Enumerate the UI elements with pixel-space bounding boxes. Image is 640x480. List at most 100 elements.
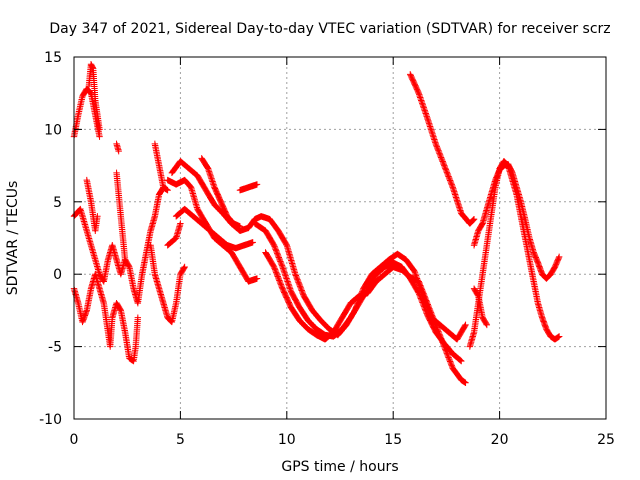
data-point [283,276,291,284]
data-point [440,340,447,348]
data-point [271,265,278,272]
data-point [436,331,443,338]
data-point [445,355,453,363]
data-point [417,94,424,101]
data-point [428,312,436,319]
data-point [181,263,188,271]
data-point [435,328,442,335]
data-point [444,171,452,179]
data-point [441,344,449,352]
data-point [279,265,287,272]
data-point [420,103,427,110]
series-track-8 [147,242,188,326]
data-point [436,150,443,157]
data-point [437,154,445,161]
data-point [434,146,442,153]
data-point [433,323,440,330]
data-point [423,113,430,120]
data-point [440,342,447,349]
data-point [411,269,419,276]
data-point [416,291,423,298]
data-point [418,296,425,304]
data-point [423,298,430,306]
data-point [436,332,444,339]
data-point [276,278,284,286]
data-point [421,306,429,313]
data-point [417,295,425,302]
data-point [86,88,94,96]
data-point [253,181,261,188]
data-point [423,111,430,119]
data-point [470,216,477,223]
data-point [275,252,282,260]
data-point [270,242,278,249]
data-point [295,279,302,286]
data-point [293,273,300,281]
data-point [443,348,450,356]
data-point [437,152,444,160]
series-track-6 [113,140,122,155]
data-point [292,271,299,278]
data-point [458,357,465,365]
data-point [449,182,456,190]
data-point [274,250,281,257]
data-point [420,290,427,297]
data-point [430,316,437,323]
data-point [444,170,451,177]
data-point [425,304,433,311]
data-point [448,362,455,369]
x-tick-label: 25 [597,432,615,448]
data-point [297,284,304,291]
y-tick-label: -5 [48,340,62,356]
data-point [415,289,422,297]
x-tick-label: 15 [384,432,402,448]
data-point [417,293,424,301]
y-tick-label: -10 [39,412,62,428]
data-point [445,173,452,180]
data-point [442,346,449,353]
data-point [429,314,437,322]
series-track-14 [198,155,244,230]
data-point [555,254,562,262]
data-point [419,100,426,107]
data-point [418,97,425,104]
data-point [94,213,101,220]
data-point [443,169,451,176]
y-tick-label: 15 [44,50,62,66]
data-point [431,318,438,326]
data-point [415,90,422,97]
data-point [446,358,454,365]
data-point [292,272,300,279]
data-point [276,255,283,263]
data-point [271,266,279,273]
series-track-15 [236,181,261,194]
data-point [422,110,429,117]
data-point [447,359,454,367]
data-point [422,308,430,316]
data-point [440,159,447,167]
data-point [427,308,434,315]
data-point [462,321,469,329]
data-point [276,277,283,284]
series-track-5 [83,176,101,234]
data-point [429,313,436,320]
data-point [121,256,129,263]
data-point [294,277,302,285]
data-point [430,317,438,325]
data-point [442,347,450,354]
data-point [279,263,286,271]
data-point [419,300,427,308]
data-point [434,325,441,333]
data-point [271,243,278,250]
data-point [469,217,477,224]
data-point [420,291,428,299]
data-point [298,287,305,294]
data-point [168,318,175,325]
data-point [117,306,124,313]
y-tick-label: 0 [53,267,62,283]
data-point [96,126,103,133]
data-point [441,343,448,350]
data-point [448,181,455,188]
data-point [418,297,426,305]
